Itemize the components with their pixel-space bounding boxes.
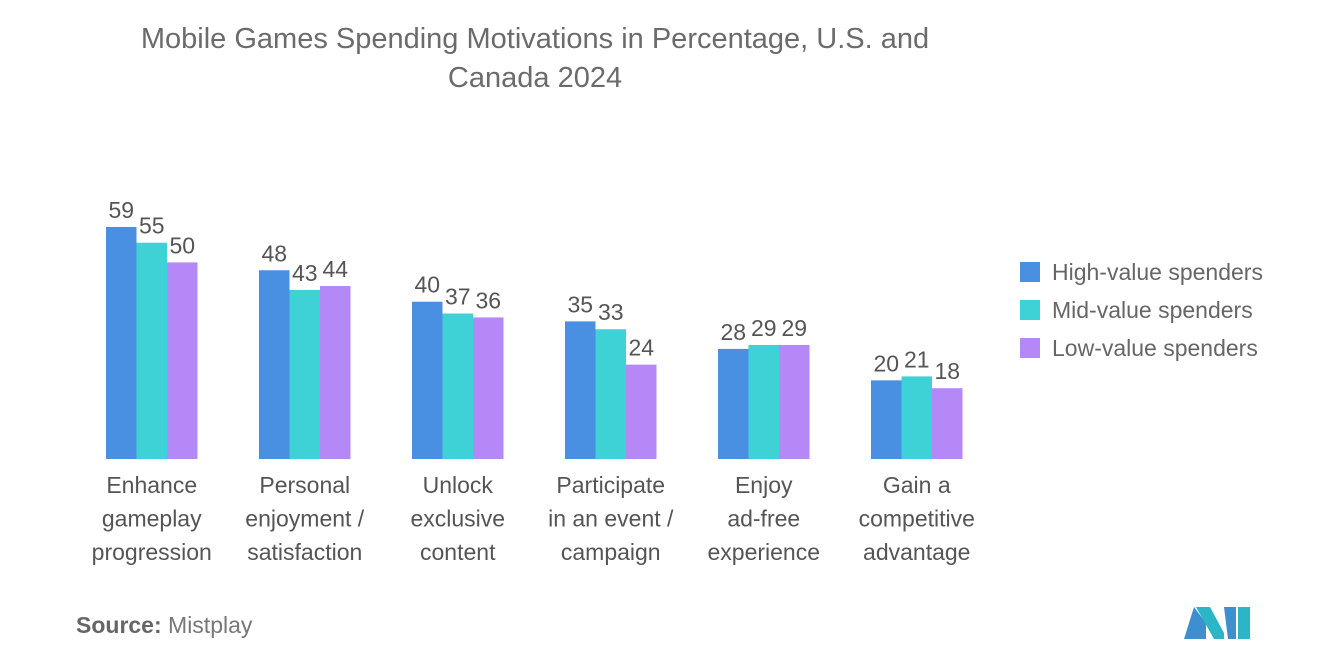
legend: High-value spenders Mid-value spenders L… [1020,253,1263,367]
category-label-5-1: competitive [859,506,975,532]
legend-label-low: Low-value spenders [1052,334,1258,361]
category-label-3-1: in an event / [548,506,674,532]
legend-item-high[interactable]: High-value spenders [1020,253,1263,291]
bar-low-2[interactable] [473,317,504,459]
chart-title-line1: Mobile Games Spending Motivations in Per… [140,23,930,55]
data-label-mid-3: 33 [598,299,624,325]
category-label-1-2: satisfaction [247,539,362,565]
category-label-4-2: experience [707,539,820,565]
category-label-2-0: Unlock [423,472,494,498]
category-label-2-2: content [420,539,496,565]
bar-mid-3[interactable] [595,329,627,459]
bar-low-5[interactable] [932,388,963,459]
bar-mid-4[interactable] [748,344,780,459]
category-label-1-0: Personal [259,472,350,498]
bar-low-1[interactable] [320,285,351,459]
bar-high-3[interactable] [565,321,596,459]
data-label-mid-1: 43 [292,260,318,286]
bar-high-4[interactable] [718,348,749,459]
bar-low-3[interactable] [626,364,657,459]
source-value: Mistplay [168,612,253,638]
source: Source: Mistplay [76,612,252,639]
legend-label-mid: Mid-value spenders [1052,296,1253,323]
category-label-1-1: enjoyment / [245,506,365,532]
bar-high-1[interactable] [259,270,290,459]
data-label-high-0: 59 [108,197,134,223]
category-label-3-2: campaign [561,539,661,565]
data-label-low-1: 44 [322,256,348,282]
category-label-4-1: ad-free [727,506,800,532]
mordor-logo-icon [1184,607,1250,639]
bar-high-2[interactable] [412,301,443,459]
legend-swatch-high [1020,262,1040,282]
bar-low-0[interactable] [167,262,198,459]
category-label-3-0: Participate [556,472,665,498]
data-label-mid-0: 55 [139,213,165,239]
data-label-mid-4: 29 [751,315,777,341]
data-label-low-0: 50 [169,232,195,258]
legend-label-high: High-value spenders [1052,258,1263,285]
category-label-4-0: Enjoy [735,472,793,498]
data-label-mid-2: 37 [445,284,471,310]
bar-mid-0[interactable] [136,242,168,459]
chart-title: Mobile Games Spending Motivations in Per… [60,20,1010,98]
data-label-high-3: 35 [567,291,593,317]
data-label-high-5: 20 [873,350,899,376]
bar-high-5[interactable] [871,380,902,459]
data-label-high-2: 40 [414,272,440,298]
data-label-low-2: 36 [475,287,501,313]
data-label-low-5: 18 [934,358,960,384]
bar-mid-2[interactable] [442,313,474,459]
bar-high-0[interactable] [106,227,137,459]
legend-item-mid[interactable]: Mid-value spenders [1020,291,1263,329]
category-label-2-1: exclusive [410,506,505,532]
bar-mid-1[interactable] [289,289,321,459]
bar-mid-5[interactable] [901,376,933,459]
source-label: Source: [76,612,162,638]
data-label-high-1: 48 [261,240,287,266]
legend-swatch-mid [1020,300,1040,320]
category-label-0-1: gameplay [102,506,202,532]
data-label-high-4: 28 [720,319,746,345]
legend-swatch-low [1020,338,1040,358]
legend-item-low[interactable]: Low-value spenders [1020,329,1263,367]
category-label-5-0: Gain a [883,472,951,498]
chart-title-line2: Canada 2024 [447,62,623,94]
data-label-low-3: 24 [628,335,654,361]
data-label-mid-5: 21 [904,346,930,372]
category-label-5-2: advantage [863,539,970,565]
category-label-0-0: Enhance [106,472,197,498]
bar-low-4[interactable] [779,344,810,459]
data-label-low-4: 29 [781,315,807,341]
category-label-0-2: progression [92,539,212,565]
